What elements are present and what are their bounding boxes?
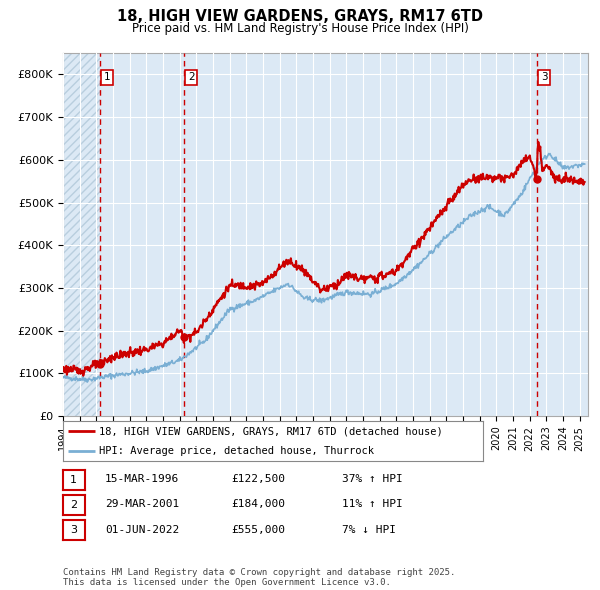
Text: 1: 1 [104, 73, 110, 83]
Text: 3: 3 [541, 73, 547, 83]
Text: 2: 2 [188, 73, 194, 83]
Text: Price paid vs. HM Land Registry's House Price Index (HPI): Price paid vs. HM Land Registry's House … [131, 22, 469, 35]
Text: 7% ↓ HPI: 7% ↓ HPI [342, 525, 396, 535]
Bar [63, 53, 100, 416]
Text: HPI: Average price, detached house, Thurrock: HPI: Average price, detached house, Thur… [98, 447, 374, 456]
Text: 1: 1 [70, 475, 77, 484]
Text: £122,500: £122,500 [231, 474, 285, 484]
Text: 18, HIGH VIEW GARDENS, GRAYS, RM17 6TD: 18, HIGH VIEW GARDENS, GRAYS, RM17 6TD [117, 9, 483, 24]
Text: 18, HIGH VIEW GARDENS, GRAYS, RM17 6TD (detached house): 18, HIGH VIEW GARDENS, GRAYS, RM17 6TD (… [98, 427, 442, 436]
Text: 29-MAR-2001: 29-MAR-2001 [105, 500, 179, 509]
Text: 01-JUN-2022: 01-JUN-2022 [105, 525, 179, 535]
Text: 37% ↑ HPI: 37% ↑ HPI [342, 474, 403, 484]
Text: £555,000: £555,000 [231, 525, 285, 535]
Text: Contains HM Land Registry data © Crown copyright and database right 2025.
This d: Contains HM Land Registry data © Crown c… [63, 568, 455, 587]
Text: 15-MAR-1996: 15-MAR-1996 [105, 474, 179, 484]
Text: 2: 2 [70, 500, 77, 510]
Text: 3: 3 [70, 526, 77, 535]
Text: £184,000: £184,000 [231, 500, 285, 509]
Text: 11% ↑ HPI: 11% ↑ HPI [342, 500, 403, 509]
